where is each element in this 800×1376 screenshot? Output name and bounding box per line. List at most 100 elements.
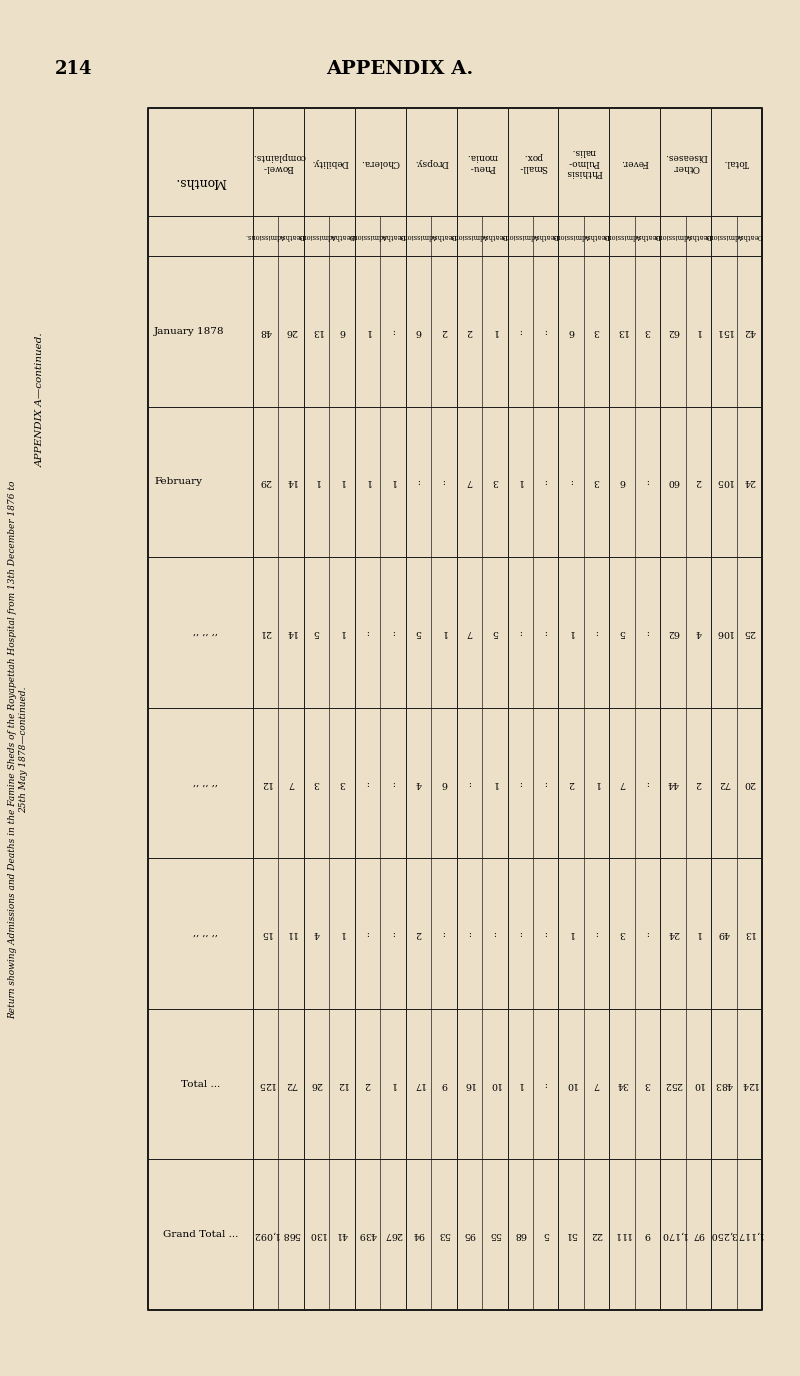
- Text: 267: 267: [384, 1230, 402, 1240]
- Text: 11: 11: [285, 929, 297, 938]
- Text: 9: 9: [441, 1080, 447, 1088]
- Text: :: :: [468, 779, 471, 787]
- Text: Cholera.: Cholera.: [361, 157, 400, 166]
- Text: 3: 3: [339, 779, 345, 787]
- Text: Deaths.: Deaths.: [634, 233, 661, 239]
- Text: 106: 106: [714, 627, 733, 637]
- Text: 29: 29: [260, 477, 272, 486]
- Bar: [148, 107, 762, 1310]
- Text: 6: 6: [415, 326, 422, 336]
- Text: 1: 1: [568, 627, 574, 637]
- Text: 16: 16: [463, 1080, 475, 1088]
- Text: :: :: [391, 929, 394, 938]
- Text: Admissions.: Admissions.: [551, 233, 591, 239]
- Text: :: :: [518, 779, 522, 787]
- Text: 51: 51: [565, 1230, 577, 1240]
- Text: 6: 6: [619, 477, 625, 486]
- Text: :: :: [544, 477, 547, 486]
- Text: 1,117: 1,117: [736, 1230, 762, 1240]
- Text: 1: 1: [339, 627, 345, 637]
- Text: :: :: [391, 779, 394, 787]
- Text: January 1878: January 1878: [154, 326, 225, 336]
- Text: 1,170: 1,170: [659, 1230, 686, 1240]
- Text: 5: 5: [619, 627, 625, 637]
- Text: 21: 21: [260, 627, 272, 637]
- Text: 3: 3: [594, 477, 600, 486]
- Text: Admissions.: Admissions.: [297, 233, 337, 239]
- Text: :: :: [493, 929, 496, 938]
- Text: 3: 3: [645, 1080, 650, 1088]
- Text: 5: 5: [492, 627, 498, 637]
- Text: 2: 2: [415, 929, 422, 938]
- Text: 1: 1: [695, 929, 702, 938]
- Text: 94: 94: [412, 1230, 425, 1240]
- Text: 15: 15: [260, 929, 272, 938]
- Text: 7: 7: [288, 779, 294, 787]
- Text: 7: 7: [619, 779, 625, 787]
- Text: 53: 53: [438, 1230, 450, 1240]
- Text: 252: 252: [664, 1080, 682, 1088]
- Text: 1: 1: [492, 326, 498, 336]
- Text: Dropsy.: Dropsy.: [414, 157, 448, 166]
- Text: APPENDIX A—continued.: APPENDIX A—continued.: [35, 333, 45, 468]
- Text: :: :: [544, 929, 547, 938]
- Text: Deaths.: Deaths.: [686, 233, 711, 239]
- Text: 439: 439: [358, 1230, 377, 1240]
- Text: 25: 25: [743, 627, 755, 637]
- Text: 105: 105: [714, 477, 733, 486]
- Text: Admissions.: Admissions.: [653, 233, 693, 239]
- Text: 1: 1: [518, 1080, 523, 1088]
- Text: 9: 9: [645, 1230, 650, 1240]
- Text: 1: 1: [390, 477, 396, 486]
- Text: 5: 5: [542, 1230, 549, 1240]
- Text: 24: 24: [743, 477, 755, 486]
- Text: :: :: [646, 929, 649, 938]
- Text: 1: 1: [695, 326, 702, 336]
- Text: Admissions.: Admissions.: [602, 233, 642, 239]
- Text: APPENDIX A.: APPENDIX A.: [326, 61, 474, 78]
- Text: :: :: [544, 779, 547, 787]
- Text: 48: 48: [260, 326, 272, 336]
- Text: 1: 1: [339, 929, 345, 938]
- Text: :: :: [518, 627, 522, 637]
- Text: :: :: [595, 627, 598, 637]
- Text: :: :: [442, 477, 446, 486]
- Text: :: :: [518, 326, 522, 336]
- Text: Bowel-
complaints.: Bowel- complaints.: [252, 153, 305, 172]
- Text: Deaths.: Deaths.: [584, 233, 610, 239]
- Text: 60: 60: [667, 477, 679, 486]
- Text: Deaths.: Deaths.: [380, 233, 406, 239]
- Text: 12: 12: [336, 1080, 348, 1088]
- Text: 97: 97: [692, 1230, 705, 1240]
- Text: :: :: [366, 627, 369, 637]
- Text: :: :: [570, 477, 573, 486]
- Text: 5: 5: [415, 627, 422, 637]
- Text: 72: 72: [285, 1080, 297, 1088]
- Text: 3,250: 3,250: [710, 1230, 738, 1240]
- Text: 62: 62: [667, 326, 679, 336]
- Text: 14: 14: [285, 477, 297, 486]
- Text: 95: 95: [463, 1230, 475, 1240]
- Text: 6: 6: [568, 326, 574, 336]
- Text: 151: 151: [714, 326, 733, 336]
- Text: :: :: [391, 326, 394, 336]
- Text: 14: 14: [285, 627, 297, 637]
- Text: 3: 3: [619, 929, 625, 938]
- Text: 1: 1: [568, 929, 574, 938]
- Text: 125: 125: [257, 1080, 274, 1088]
- Text: 111: 111: [613, 1230, 631, 1240]
- Text: :: :: [544, 326, 547, 336]
- Text: Other
Diseases.: Other Diseases.: [664, 153, 707, 172]
- Text: 10: 10: [692, 1080, 704, 1088]
- Text: 1: 1: [518, 477, 523, 486]
- Text: ,, ,, ,,: ,, ,, ,,: [194, 779, 218, 787]
- Text: 214: 214: [55, 61, 93, 78]
- Text: 4: 4: [415, 779, 422, 787]
- Text: 1: 1: [594, 779, 599, 787]
- Text: 2: 2: [695, 779, 702, 787]
- Text: 34: 34: [616, 1080, 628, 1088]
- Text: Debility.: Debility.: [310, 157, 348, 166]
- Text: 7: 7: [594, 1080, 599, 1088]
- Text: :: :: [442, 929, 446, 938]
- Text: Deaths.: Deaths.: [736, 233, 762, 239]
